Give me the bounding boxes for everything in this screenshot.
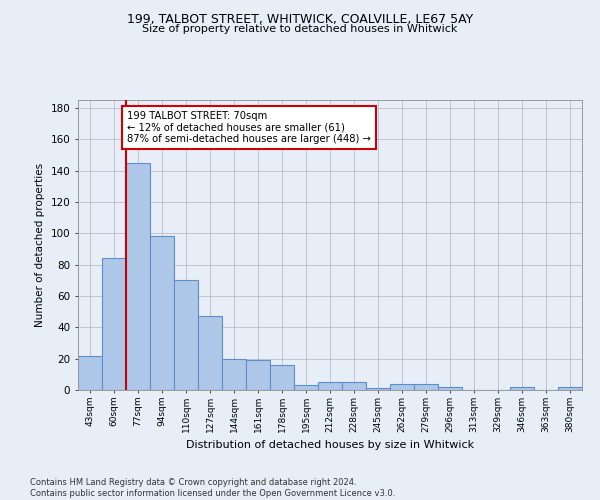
Bar [198,316,222,390]
Bar [318,382,342,390]
Bar [150,236,174,390]
Bar [366,388,390,390]
Bar [414,384,438,390]
X-axis label: Distribution of detached houses by size in Whitwick: Distribution of detached houses by size … [186,440,474,450]
Bar [558,387,582,390]
Bar [222,358,246,390]
Text: 199 TALBOT STREET: 70sqm
← 12% of detached houses are smaller (61)
87% of semi-d: 199 TALBOT STREET: 70sqm ← 12% of detach… [127,111,371,144]
Bar [390,384,414,390]
Bar [174,280,198,390]
Bar [342,382,366,390]
Bar [102,258,126,390]
Bar [270,365,294,390]
Bar [438,387,462,390]
Bar [78,356,102,390]
Bar [510,387,534,390]
Text: 199, TALBOT STREET, WHITWICK, COALVILLE, LE67 5AY: 199, TALBOT STREET, WHITWICK, COALVILLE,… [127,12,473,26]
Y-axis label: Number of detached properties: Number of detached properties [35,163,45,327]
Bar [246,360,270,390]
Bar [294,386,318,390]
Text: Size of property relative to detached houses in Whitwick: Size of property relative to detached ho… [142,24,458,34]
Text: Contains HM Land Registry data © Crown copyright and database right 2024.
Contai: Contains HM Land Registry data © Crown c… [30,478,395,498]
Bar [126,162,150,390]
